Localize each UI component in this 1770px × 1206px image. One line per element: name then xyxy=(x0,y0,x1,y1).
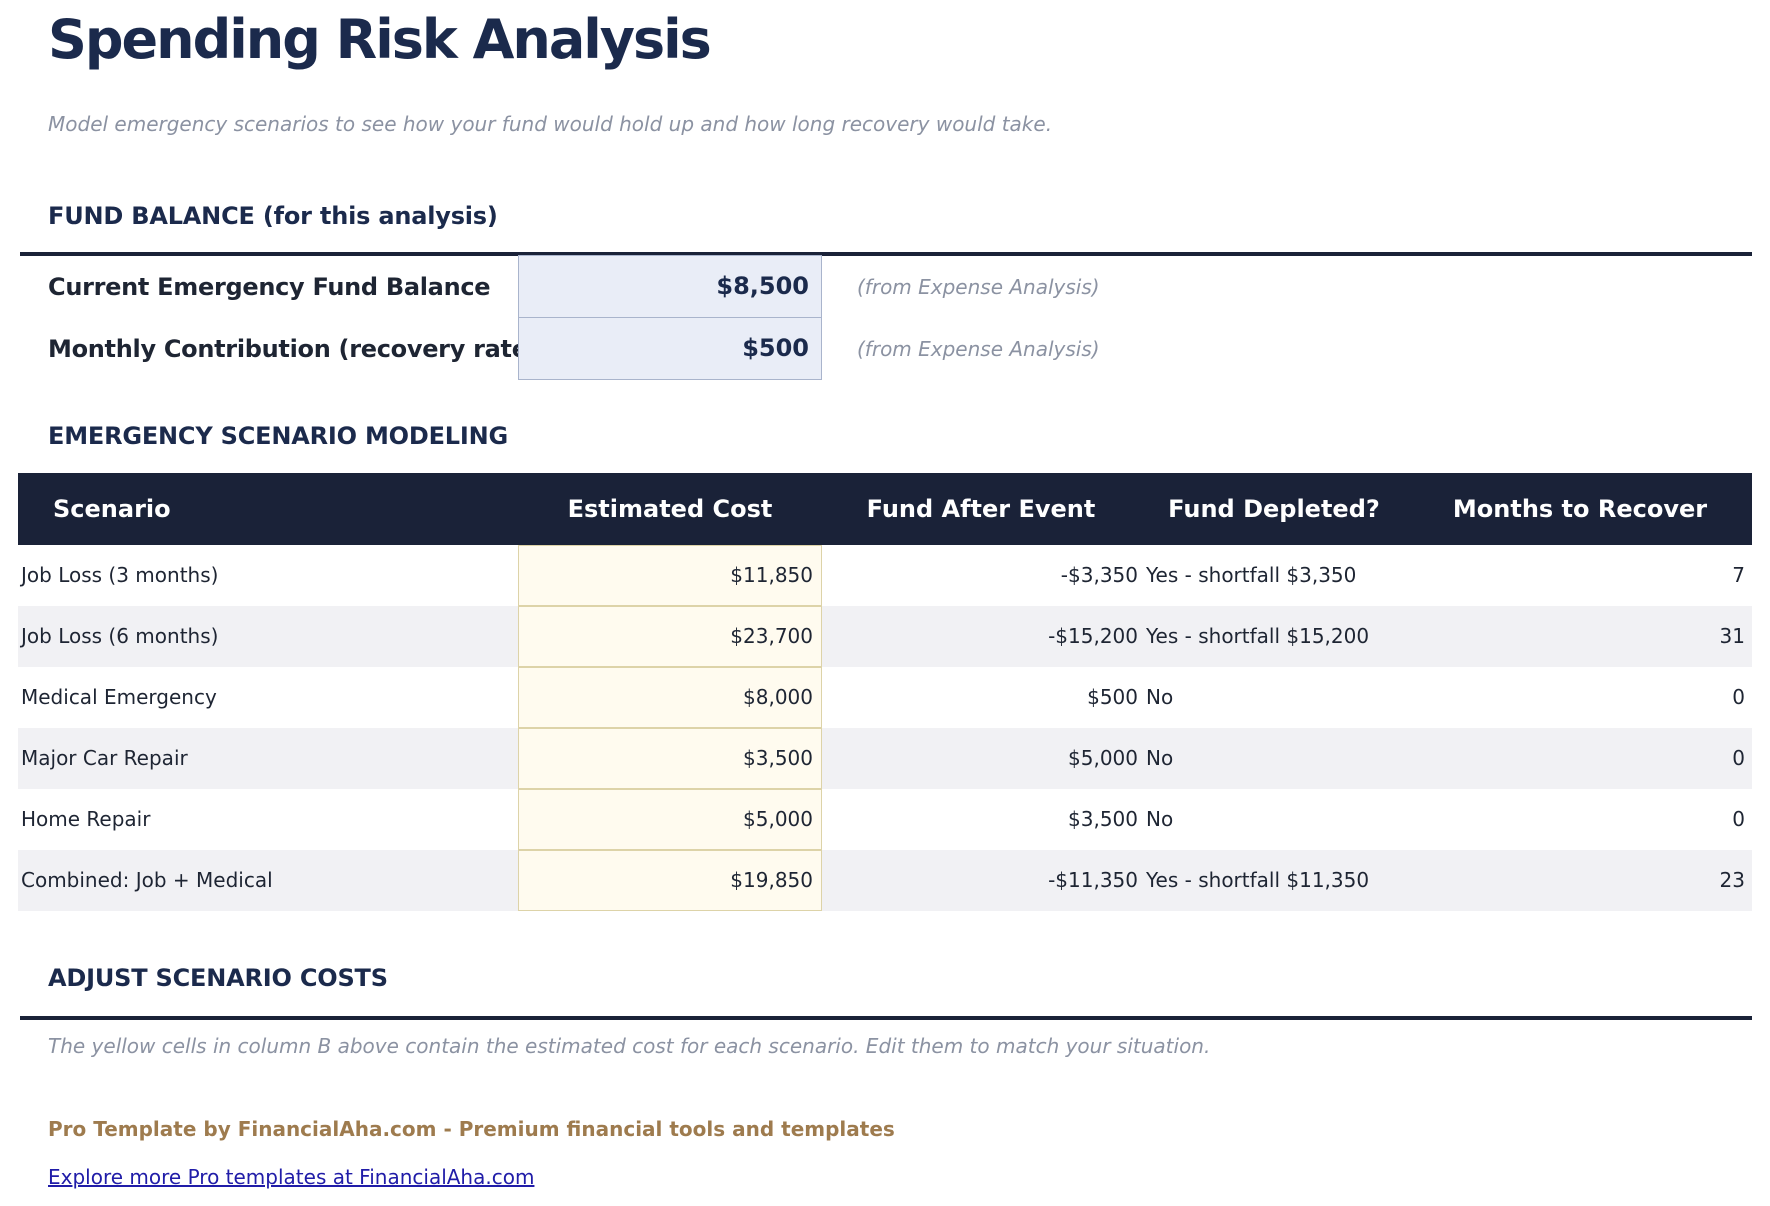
months-to-recover-cell: 0 xyxy=(1732,746,1745,770)
scenario-cell: Home Repair xyxy=(21,807,151,831)
estimated-cost-cell[interactable]: $11,850 xyxy=(518,545,822,606)
scenario-modeling-heading: EMERGENCY SCENARIO MODELING xyxy=(48,422,509,450)
fund-depleted-cell: Yes - shortfall $11,350 xyxy=(1146,868,1370,892)
fund-after-event-cell: -$15,200 xyxy=(1048,624,1138,648)
scenario-cell: Job Loss (6 months) xyxy=(21,624,219,648)
months-to-recover-cell: 23 xyxy=(1719,868,1745,892)
fund-after-event-cell: $3,500 xyxy=(1068,807,1138,831)
estimated-cost-cell[interactable]: $5,000 xyxy=(518,789,822,850)
adjust-costs-divider xyxy=(20,1016,1752,1020)
months-to-recover-cell: 7 xyxy=(1732,563,1745,587)
estimated-cost-cell[interactable]: $19,850 xyxy=(518,850,822,911)
fund-depleted-cell: No xyxy=(1146,685,1174,709)
fund-balance-note: (from Expense Analysis) xyxy=(857,275,1100,299)
table-row: Job Loss (3 months) $11,850 -$3,350 Yes … xyxy=(18,545,1752,606)
fund-balance-heading: FUND BALANCE (for this analysis) xyxy=(48,202,498,230)
scenario-cell: Job Loss (3 months) xyxy=(21,563,219,587)
column-header-fund-depleted: Fund Depleted? xyxy=(1168,495,1380,523)
estimated-cost-cell[interactable]: $3,500 xyxy=(518,728,822,789)
fund-depleted-cell: Yes - shortfall $15,200 xyxy=(1146,624,1370,648)
pro-template-branding: Pro Template by FinancialAha.com - Premi… xyxy=(48,1117,895,1141)
column-header-estimated-cost: Estimated Cost xyxy=(567,495,773,523)
table-row: Medical Emergency $8,000 $500 No 0 xyxy=(18,667,1752,728)
fund-depleted-cell: Yes - shortfall $3,350 xyxy=(1146,563,1357,587)
table-header-row: Scenario Estimated Cost Fund After Event… xyxy=(18,473,1752,545)
page-subtitle: Model emergency scenarios to see how you… xyxy=(48,112,1053,136)
scenario-table: Scenario Estimated Cost Fund After Event… xyxy=(18,473,1752,911)
months-to-recover-cell: 0 xyxy=(1732,685,1745,709)
scenario-cell: Medical Emergency xyxy=(21,685,217,709)
fund-after-event-cell: $5,000 xyxy=(1068,746,1138,770)
monthly-contribution-note: (from Expense Analysis) xyxy=(857,337,1100,361)
adjust-costs-heading: ADJUST SCENARIO COSTS xyxy=(48,964,388,992)
fund-balance-divider xyxy=(20,252,1752,256)
table-row: Job Loss (6 months) $23,700 -$15,200 Yes… xyxy=(18,606,1752,667)
scenario-cell: Combined: Job + Medical xyxy=(21,868,273,892)
monthly-contribution-input[interactable]: $500 xyxy=(518,317,822,380)
adjust-costs-note: The yellow cells in column B above conta… xyxy=(48,1034,1211,1058)
estimated-cost-cell[interactable]: $23,700 xyxy=(518,606,822,667)
column-header-months-to-recover: Months to Recover xyxy=(1452,495,1708,523)
estimated-cost-cell[interactable]: $8,000 xyxy=(518,667,822,728)
table-row: Major Car Repair $3,500 $5,000 No 0 xyxy=(18,728,1752,789)
column-header-scenario: Scenario xyxy=(53,495,171,523)
table-row: Combined: Job + Medical $19,850 -$11,350… xyxy=(18,850,1752,911)
months-to-recover-cell: 31 xyxy=(1719,624,1745,648)
months-to-recover-cell: 0 xyxy=(1732,807,1745,831)
column-header-fund-after-event: Fund After Event xyxy=(866,495,1096,523)
table-row: Home Repair $5,000 $3,500 No 0 xyxy=(18,789,1752,850)
fund-depleted-cell: No xyxy=(1146,746,1174,770)
fund-after-event-cell: $500 xyxy=(1087,685,1138,709)
fund-after-event-cell: -$11,350 xyxy=(1048,868,1138,892)
fund-depleted-cell: No xyxy=(1146,807,1174,831)
page-title: Spending Risk Analysis xyxy=(48,8,712,71)
current-fund-balance-input[interactable]: $8,500 xyxy=(518,255,822,318)
monthly-contribution-label: Monthly Contribution (recovery rate) xyxy=(48,335,518,363)
fund-balance-label: Current Emergency Fund Balance xyxy=(48,273,491,301)
fund-after-event-cell: -$3,350 xyxy=(1060,563,1138,587)
financialaha-link[interactable]: Explore more Pro templates at FinancialA… xyxy=(48,1165,535,1189)
scenario-cell: Major Car Repair xyxy=(21,746,188,770)
